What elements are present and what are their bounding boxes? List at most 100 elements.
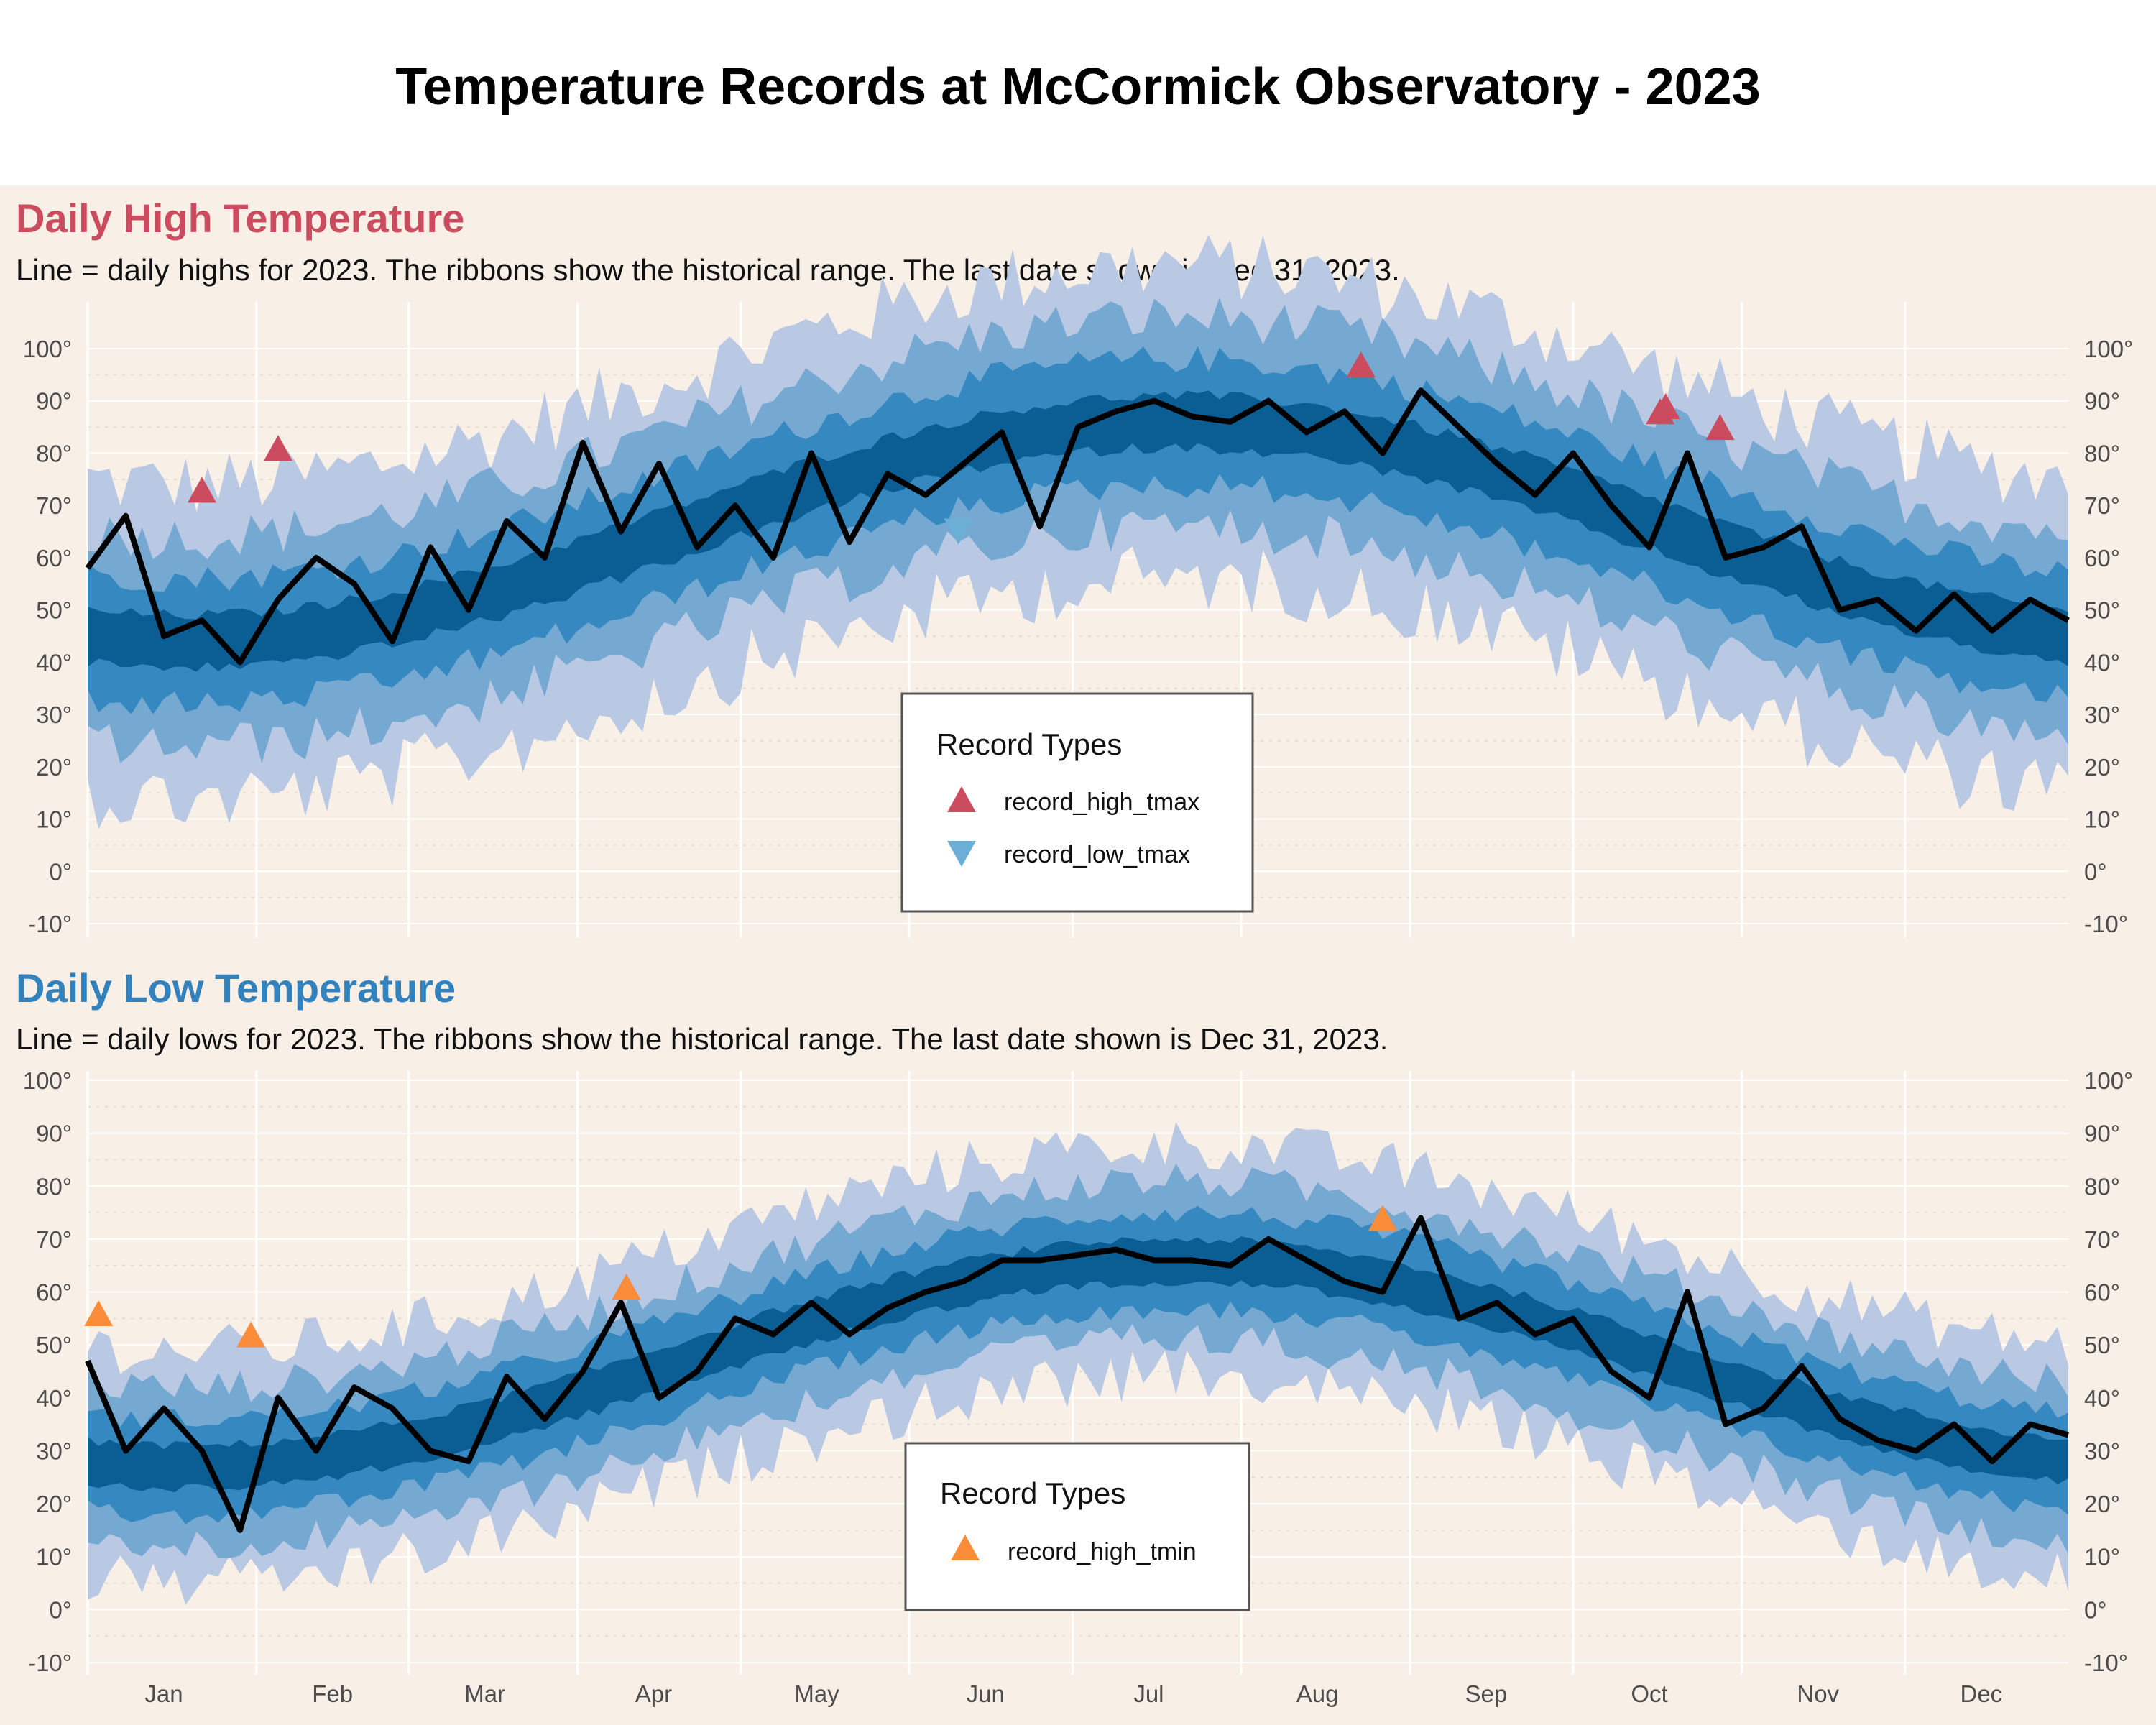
x-tick-label: Jul [1133, 1680, 1164, 1707]
x-tick-label: Nov [1797, 1680, 1839, 1707]
y-tick-label-left: 0° [49, 858, 72, 885]
y-tick-label-right: 100° [2084, 336, 2133, 362]
y-tick-label-right: 10° [2084, 806, 2120, 833]
y-tick-label-left: 90° [36, 1121, 72, 1147]
high-legend-title: Record Types [936, 727, 1122, 761]
y-tick-label-left: 70° [36, 1226, 72, 1253]
y-tick-label-left: 80° [36, 440, 72, 466]
y-tick-label-left: 80° [36, 1173, 72, 1200]
y-tick-label-left: 60° [36, 1279, 72, 1306]
high-temperature-panel: Daily High Temperature Line = daily high… [16, 196, 2133, 938]
y-tick-label-left: 100° [23, 1067, 72, 1094]
y-tick-label-left: 60° [36, 545, 72, 571]
ribbon-inner [88, 1205, 2068, 1524]
y-tick-label-right: 70° [2084, 1226, 2120, 1253]
y-tick-label-left: 100° [23, 336, 72, 362]
x-tick-label: Oct [1631, 1680, 1667, 1707]
y-tick-label-left: 50° [36, 1332, 72, 1358]
series-2023-line [85, 387, 2070, 666]
x-tick-label: Jan [144, 1680, 183, 1707]
y-tick-label-left: 20° [36, 1491, 72, 1517]
record-high-tmin-legend-icon [951, 1535, 980, 1560]
record-high-tmin-marker [1368, 1205, 1397, 1231]
y-tick-label-left: -10° [28, 911, 72, 937]
y-tick-label-left: 0° [49, 1596, 72, 1623]
x-tick-label: Dec [1961, 1680, 2003, 1707]
x-tick-label: Sep [1465, 1680, 1507, 1707]
record-high-tmin-marker [84, 1300, 114, 1326]
low-y-ticks-left: -10° 0° 10° 20° 30° 40° 50° 60° 70° 80° 90° 100° [23, 1067, 72, 1676]
y-tick-label-right: -10° [2084, 911, 2128, 937]
record-high-tmin-marker [236, 1321, 266, 1348]
y-tick-label-right: -10° [2084, 1650, 2128, 1676]
month-axis: Jan Feb Mar Apr May Jun Jul Aug Sep Oct Nov Dec [144, 1680, 2002, 1707]
x-tick-label: Jun [967, 1680, 1005, 1707]
x-tick-label: Apr [635, 1680, 672, 1707]
ribbon-core [88, 390, 2068, 672]
record-high-tmin-marker [612, 1274, 641, 1300]
record-high-tmin-legend-label: record_high_tmin [1008, 1538, 1197, 1565]
y-tick-label-right: 0° [2084, 858, 2107, 885]
x-tick-label: Feb [312, 1680, 353, 1707]
ribbon-outer [88, 1122, 2068, 1605]
ribbon-mid [88, 298, 2068, 763]
y-tick-label-right: 30° [2084, 1438, 2120, 1464]
y-tick-label-right: 30° [2084, 702, 2120, 728]
y-tick-label-right: 90° [2084, 388, 2120, 415]
ribbon-inner [88, 346, 2068, 714]
y-tick-label-right: 0° [2084, 1596, 2107, 1623]
y-tick-label-right: 20° [2084, 754, 2120, 781]
chart-title: Temperature Records at McCormick Observa… [395, 58, 1761, 116]
y-tick-label-right: 10° [2084, 1544, 2120, 1570]
y-tick-label-right: 80° [2084, 440, 2120, 466]
y-tick-label-right: 70° [2084, 492, 2120, 519]
ribbon-core [88, 1236, 2068, 1493]
high-y-ticks-left: -10° 0° 10° 20° 30° 40° 50° 60° 70° 80° 90° 100° [23, 336, 72, 937]
low-y-ticks-right: -10° 0° 10° 20° 30° 40° 50° 60° 70° 80° 90° 100° [2084, 1067, 2133, 1676]
record-high-tmax-marker [264, 435, 292, 461]
record-high-tmax-legend-label: record_high_tmax [1004, 788, 1199, 816]
record-high-tmax-marker [188, 477, 216, 503]
y-tick-label-right: 60° [2084, 545, 2120, 571]
y-tick-label-left: 40° [36, 649, 72, 676]
y-tick-label-left: 90° [36, 388, 72, 415]
record-high-tmax-legend-icon [947, 786, 976, 812]
low-2023-line [85, 1215, 2070, 1533]
y-tick-label-right: 20° [2084, 1491, 2120, 1517]
y-tick-label-left: 10° [36, 806, 72, 833]
ribbon-mid [88, 1164, 2068, 1559]
y-tick-label-left: 40° [36, 1385, 72, 1412]
y-tick-label-right: 40° [2084, 1385, 2120, 1412]
y-tick-label-left: 20° [36, 754, 72, 781]
high-panel-title: Daily High Temperature [16, 196, 464, 241]
y-tick-label-left: 70° [36, 492, 72, 519]
low-panel-title: Daily Low Temperature [16, 965, 456, 1011]
record-low-tmax-legend-label: record_low_tmax [1004, 841, 1190, 868]
x-tick-label: Mar [464, 1680, 505, 1707]
high-legend: Record Types record_high_tmax record_low… [900, 692, 1254, 913]
low-record-markers [84, 1205, 1397, 1348]
low-legend: Record Types record_high_tmin [904, 1442, 1250, 1611]
low-historical-ribbons [88, 1122, 2068, 1605]
x-tick-label: Aug [1296, 1680, 1339, 1707]
high-y-ticks-right: -10° 0° 10° 20° 30° 40° 50° 60° 70° 80° 90° 100° [2084, 336, 2133, 937]
high-record-markers [188, 351, 1735, 545]
y-tick-label-right: 50° [2084, 597, 2120, 624]
low-panel-subtitle: Line = daily lows for 2023. The ribbons … [16, 1022, 1388, 1056]
record-low-tmax-legend-icon [947, 841, 976, 867]
low-temperature-panel: Daily Low Temperature Line = daily lows … [16, 965, 2133, 1676]
y-tick-label-right: 80° [2084, 1173, 2120, 1200]
x-tick-label: May [794, 1680, 839, 1707]
y-tick-label-left: 50° [36, 597, 72, 624]
record-high-tmax-marker [1705, 414, 1735, 441]
y-tick-label-left: -10° [28, 1650, 72, 1676]
low-legend-box [904, 1442, 1250, 1611]
high-2023-line [85, 387, 2070, 666]
high-historical-ribbons [88, 234, 2068, 829]
y-tick-label-right: 60° [2084, 1279, 2120, 1306]
record-high-tmax-marker [1346, 351, 1376, 377]
low-legend-title: Record Types [940, 1476, 1125, 1510]
y-tick-label-left: 30° [36, 702, 72, 728]
y-tick-label-left: 10° [36, 1544, 72, 1570]
